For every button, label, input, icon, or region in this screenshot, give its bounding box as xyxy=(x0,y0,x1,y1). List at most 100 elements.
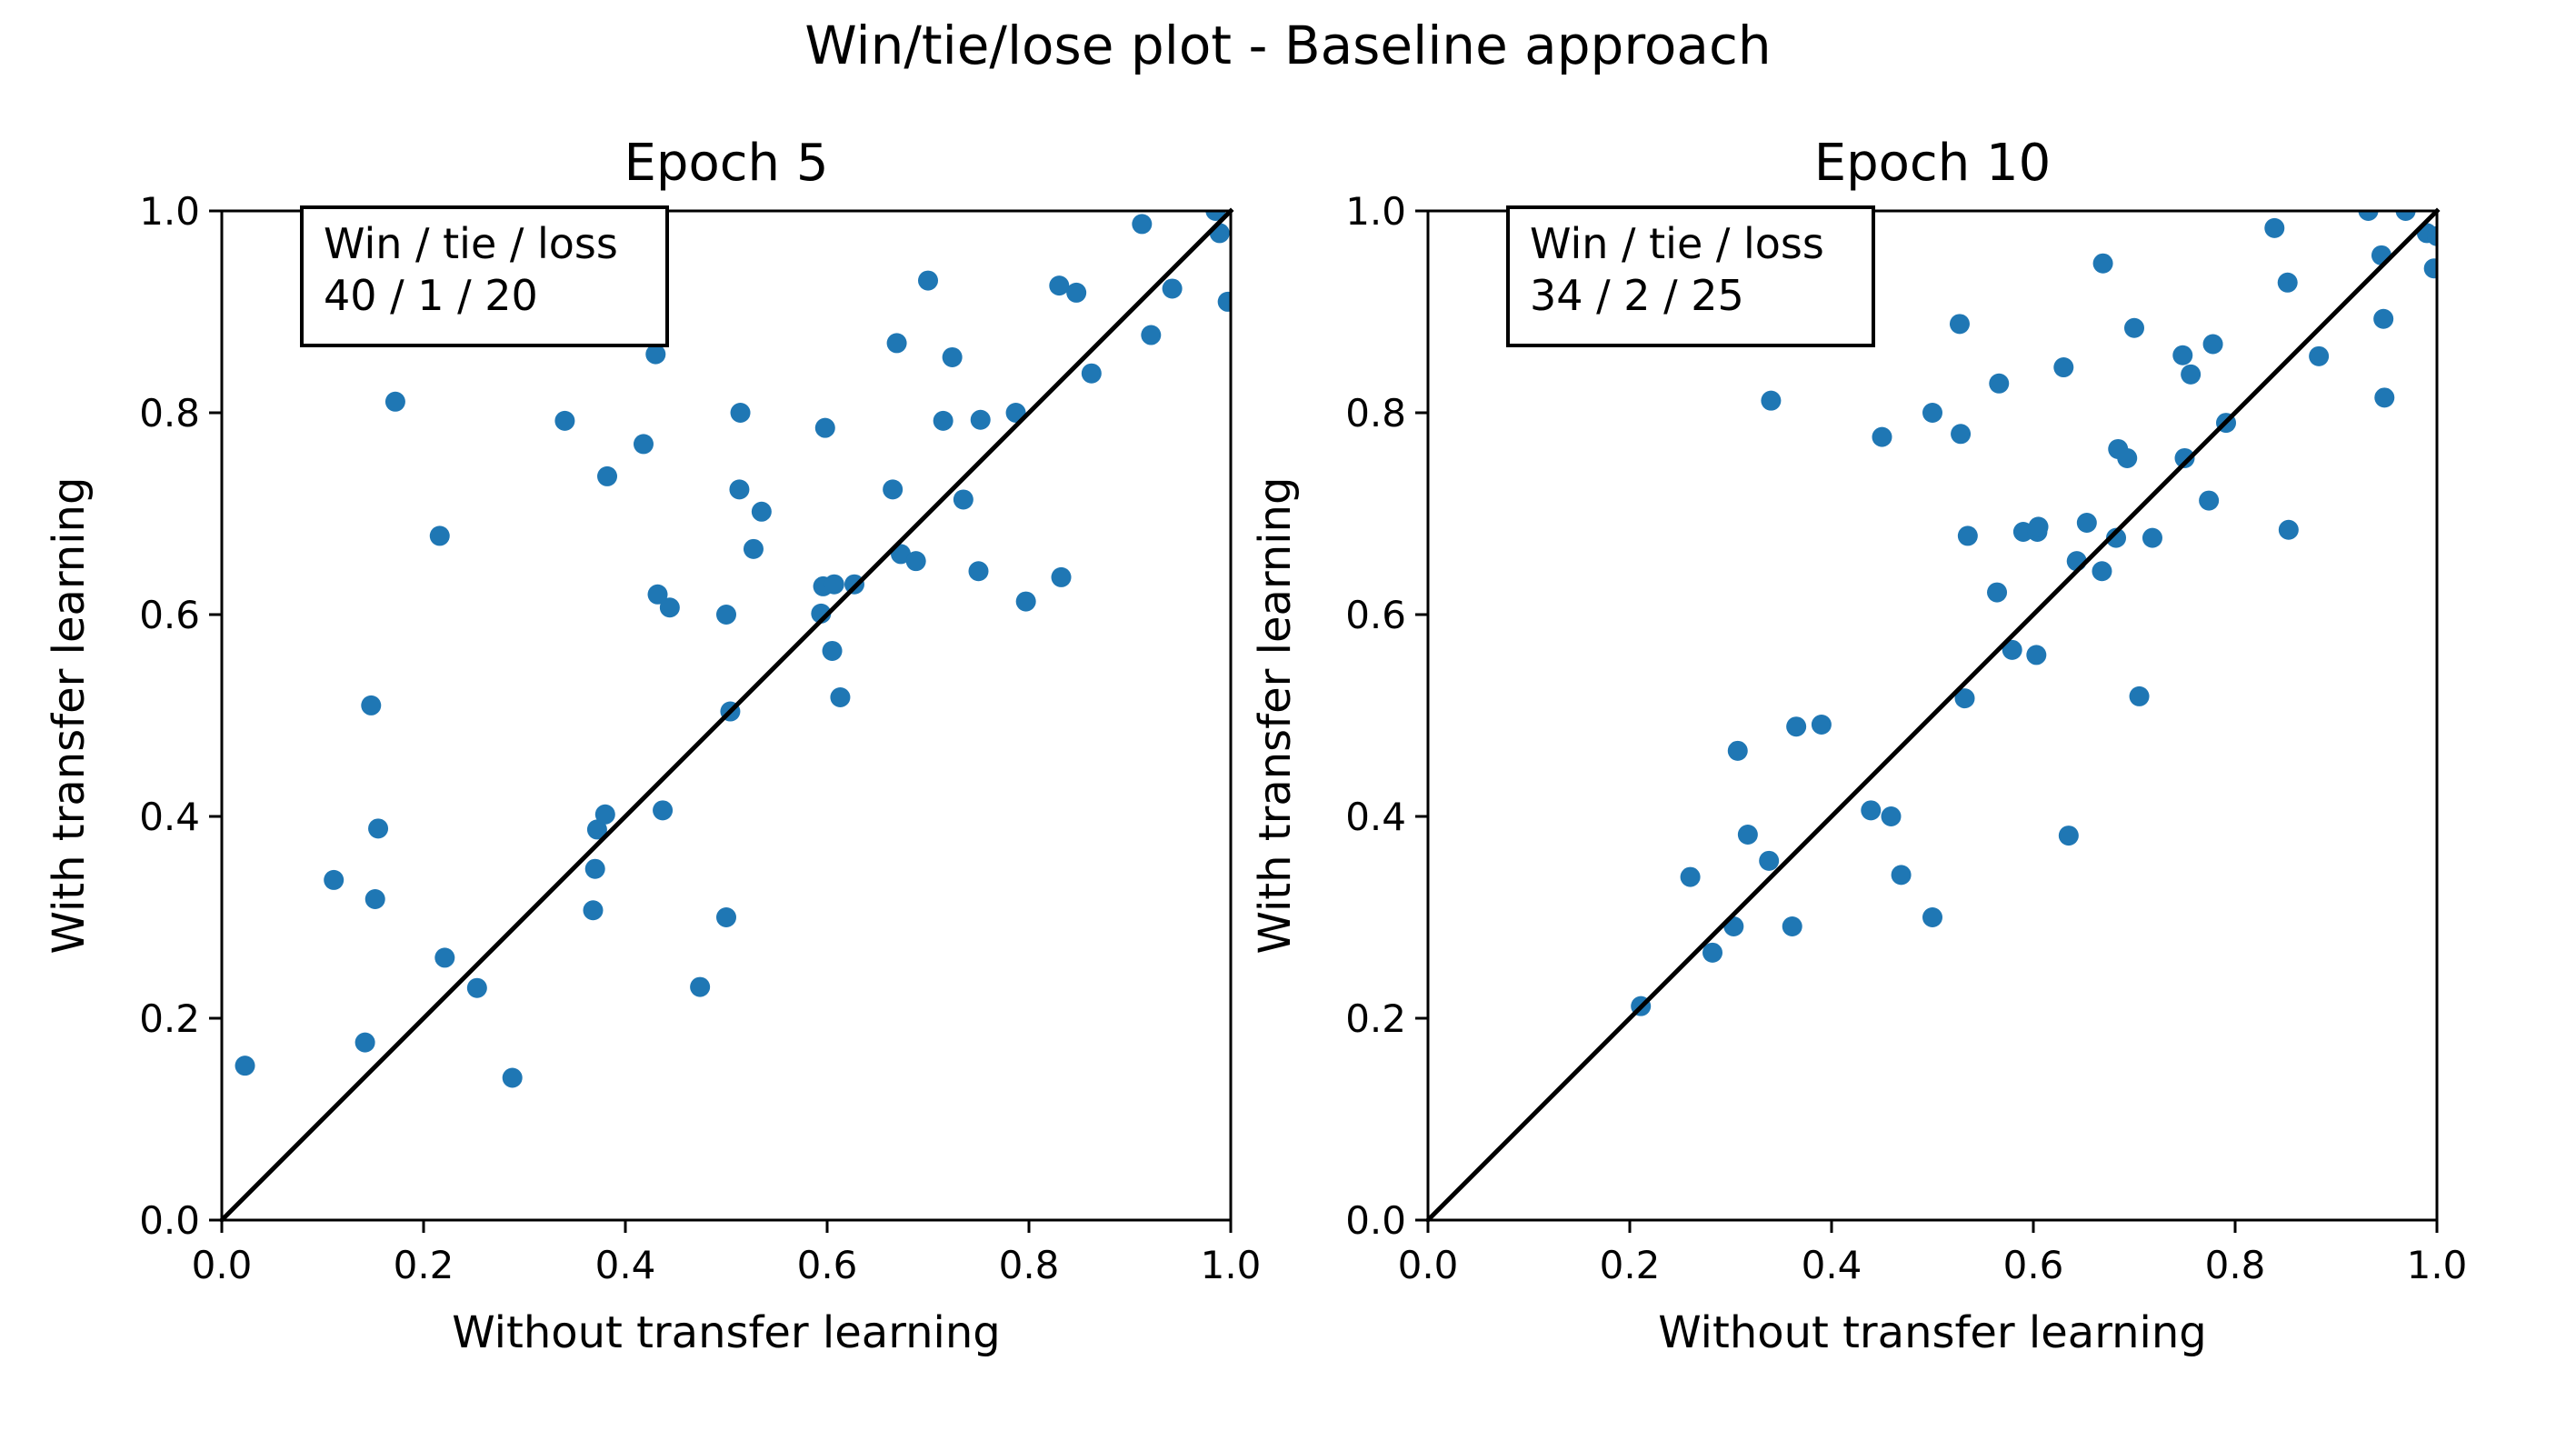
data-point xyxy=(466,977,487,998)
data-point xyxy=(633,434,654,455)
data-point xyxy=(2309,345,2330,366)
data-point xyxy=(2076,512,2097,533)
data-point xyxy=(429,525,450,546)
data-point xyxy=(968,561,989,582)
data-point xyxy=(2124,317,2144,338)
data-point xyxy=(384,391,405,412)
data-point xyxy=(690,976,711,997)
data-point xyxy=(2395,211,2416,221)
data-point xyxy=(2028,516,2049,537)
data-point xyxy=(2012,521,2033,542)
annotation-counts: 34 / 2 / 25 xyxy=(1530,271,1744,320)
data-point xyxy=(1162,278,1183,299)
scatter-panel-epoch-10: Epoch 10 0.0 0.2 0.4 0.6 0.8 1.0 0.0 0.2 0.4 0.6 0.… xyxy=(1250,134,2467,1358)
data-point xyxy=(659,597,680,618)
y-tick-label: 0.2 xyxy=(1345,996,1406,1041)
data-point xyxy=(1861,800,1882,821)
data-point xyxy=(2174,447,2195,468)
y-tick-label: 0.8 xyxy=(139,391,200,435)
diagonal-line xyxy=(1424,207,2441,1224)
data-point xyxy=(2427,225,2437,246)
data-point xyxy=(886,333,907,354)
scatter-panel-epoch-5: Epoch 5 0.0 0.2 0.4 0.6 0.8 1.0 0.0 0.2 0.4 0.6 0.8… xyxy=(44,134,1261,1358)
data-point xyxy=(1782,916,1802,936)
data-point xyxy=(2278,519,2299,540)
x-tick-label: 0.2 xyxy=(394,1243,454,1287)
data-point xyxy=(729,479,750,500)
data-point xyxy=(2002,639,2022,660)
y-tick-label: 0.0 xyxy=(1345,1198,1406,1243)
scatter-points xyxy=(1631,211,2437,1016)
y-tick-label: 0.4 xyxy=(1345,795,1406,839)
data-point xyxy=(368,818,389,839)
y-tick-label: 1.0 xyxy=(1345,189,1406,234)
y-tick-label: 0.2 xyxy=(139,996,200,1041)
data-point xyxy=(2199,490,2220,511)
data-point xyxy=(1680,866,1701,887)
data-point xyxy=(933,410,954,431)
data-point xyxy=(1989,373,2010,394)
data-point xyxy=(2092,253,2113,274)
data-point xyxy=(2106,527,2127,548)
data-point xyxy=(1761,390,1782,411)
data-point xyxy=(361,695,382,716)
data-point xyxy=(1949,314,1970,335)
data-point xyxy=(2181,364,2202,385)
data-point xyxy=(743,538,764,559)
data-point xyxy=(597,465,618,486)
data-point xyxy=(1922,907,1942,927)
data-point xyxy=(1727,740,1748,761)
data-point xyxy=(830,687,851,708)
x-tick-label: 0.4 xyxy=(595,1243,656,1287)
figure-title: Win/tie/lose plot - Baseline approach xyxy=(804,15,1771,76)
data-point xyxy=(1015,591,1036,612)
data-point xyxy=(918,270,938,291)
data-point xyxy=(586,819,607,840)
annotation-box xyxy=(300,205,669,347)
data-point xyxy=(354,1032,375,1053)
data-point xyxy=(364,889,385,910)
data-point xyxy=(1141,325,1162,345)
data-point xyxy=(1987,582,2008,603)
data-point xyxy=(645,344,666,365)
data-point xyxy=(2092,561,2112,582)
data-point xyxy=(647,584,668,605)
y-tick-label: 0.8 xyxy=(1345,391,1406,435)
data-point xyxy=(2129,685,2150,706)
x-tick-label: 0.8 xyxy=(2205,1243,2266,1287)
data-point xyxy=(814,417,835,438)
data-point xyxy=(1954,688,1975,709)
data-point xyxy=(2053,357,2074,378)
x-tick-label: 0.4 xyxy=(1802,1243,1862,1287)
data-point xyxy=(2373,308,2394,329)
data-point xyxy=(716,605,736,625)
data-point xyxy=(1132,214,1153,235)
data-point xyxy=(2358,211,2379,221)
x-tick-label: 1.0 xyxy=(2407,1243,2468,1287)
data-point xyxy=(1811,714,1832,735)
data-point xyxy=(1066,282,1087,303)
data-point xyxy=(942,346,963,367)
x-tick-label: 0.0 xyxy=(192,1243,253,1287)
data-point xyxy=(1081,363,1102,384)
y-tick-label: 0.4 xyxy=(139,795,200,839)
data-point xyxy=(970,409,991,430)
diagonal-line xyxy=(218,207,1234,1224)
data-point xyxy=(1881,806,1902,826)
data-point xyxy=(324,869,344,890)
x-tick-label: 0.2 xyxy=(1600,1243,1661,1287)
data-point xyxy=(883,479,904,500)
data-point xyxy=(2423,258,2437,279)
axes-frame xyxy=(220,209,1233,1222)
y-tick-label: 0.0 xyxy=(139,1198,200,1243)
data-point xyxy=(235,1056,255,1076)
x-tick-label: 1.0 xyxy=(1201,1243,1262,1287)
data-point xyxy=(584,858,605,879)
y-tick-label: 0.6 xyxy=(1345,593,1406,637)
data-point xyxy=(1051,566,1072,587)
scatter-points xyxy=(235,211,1231,1088)
data-point xyxy=(653,800,674,821)
data-point xyxy=(1049,275,1070,296)
x-tick-label: 0.6 xyxy=(797,1243,858,1287)
